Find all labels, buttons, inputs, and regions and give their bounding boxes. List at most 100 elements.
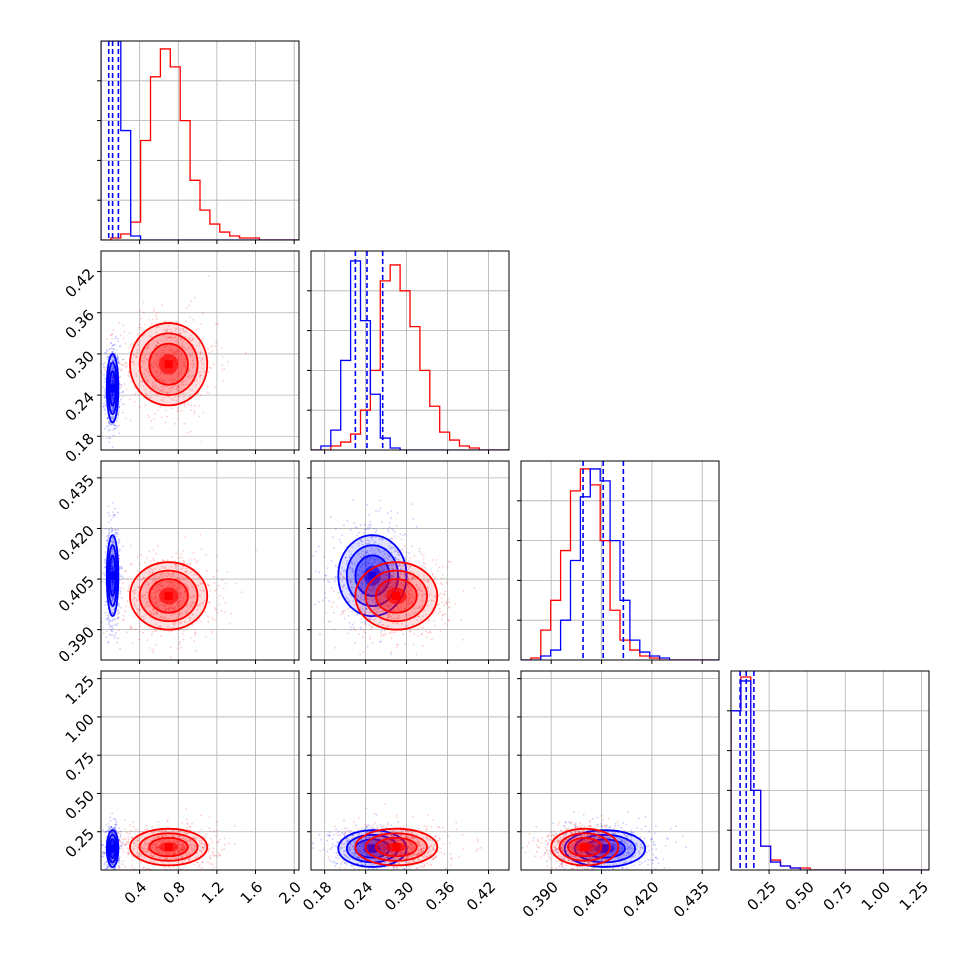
scatter-point xyxy=(111,561,114,564)
scatter-point xyxy=(118,540,121,543)
scatter-point xyxy=(433,578,436,581)
scatter-point xyxy=(171,603,174,606)
scatter-point xyxy=(120,367,123,370)
scatter-point xyxy=(201,338,203,340)
scatter-point xyxy=(155,586,158,588)
scatter-point xyxy=(425,630,428,633)
scatter-point xyxy=(154,370,157,373)
scatter-point xyxy=(437,603,440,606)
scatter-point xyxy=(164,567,167,570)
scatter-point xyxy=(183,561,185,564)
scatter-point xyxy=(156,370,159,373)
scatter-point xyxy=(160,371,163,374)
scatter-point xyxy=(207,850,210,853)
scatter-point xyxy=(159,600,162,602)
scatter-point xyxy=(120,597,123,599)
scatter-point xyxy=(194,573,197,576)
scatter-point xyxy=(377,607,380,609)
scatter-point xyxy=(356,526,358,529)
scatter-point xyxy=(154,345,157,348)
scatter-point xyxy=(399,572,402,575)
scatter-point xyxy=(154,630,157,633)
scatter-point xyxy=(216,829,219,832)
scatter-point xyxy=(152,559,155,562)
scatter-point xyxy=(140,380,142,383)
panel-frame xyxy=(310,460,510,661)
scatter-point xyxy=(182,565,185,568)
scatter-point xyxy=(412,577,414,580)
scatter-point xyxy=(131,836,134,838)
scatter-point xyxy=(363,631,366,634)
scatter-point xyxy=(113,337,116,340)
scatter-point xyxy=(108,528,111,531)
scatter-point xyxy=(376,547,379,550)
scatter-point xyxy=(396,643,399,646)
scatter-point xyxy=(119,836,122,838)
scatter-point xyxy=(110,858,113,861)
histogram-series-1 xyxy=(521,468,719,660)
scatter-point xyxy=(367,598,370,600)
scatter-point xyxy=(197,585,199,587)
panel-frame xyxy=(100,250,300,451)
scatter-point xyxy=(206,569,208,572)
scatter-point xyxy=(217,322,219,325)
scatter-point xyxy=(391,574,394,577)
scatter-point xyxy=(136,851,138,854)
scatter-point xyxy=(423,579,425,582)
scatter-point xyxy=(129,824,132,827)
scatter-point xyxy=(374,602,377,604)
scatter-point xyxy=(111,415,114,418)
scatter-point xyxy=(362,609,364,611)
scatter-point xyxy=(351,545,353,548)
scatter-point xyxy=(155,589,157,591)
scatter-point xyxy=(440,582,442,585)
scatter-point xyxy=(164,609,167,612)
scatter-point xyxy=(420,633,423,636)
scatter-point xyxy=(381,560,384,563)
scatter-point xyxy=(136,837,139,839)
scatter-point xyxy=(371,535,373,538)
scatter-point xyxy=(393,631,396,634)
scatter-point xyxy=(386,602,389,605)
scatter-point xyxy=(405,551,408,553)
scatter-point xyxy=(439,630,442,633)
scatter-point xyxy=(149,560,152,563)
scatter-point xyxy=(198,415,201,418)
scatter-point xyxy=(392,575,394,578)
scatter-point xyxy=(341,610,344,613)
scatter-point xyxy=(151,650,154,653)
scatter-point xyxy=(111,359,114,362)
scatter-point xyxy=(388,605,390,607)
scatter-point xyxy=(160,616,162,618)
scatter-point xyxy=(318,571,321,574)
scatter-point xyxy=(128,332,131,335)
scatter-point xyxy=(104,351,106,354)
scatter-point xyxy=(408,594,410,596)
scatter-point xyxy=(104,551,107,553)
scatter-point xyxy=(420,618,422,621)
scatter-point xyxy=(152,614,155,616)
scatter-point xyxy=(190,375,193,378)
scatter-point xyxy=(409,574,411,576)
scatter-point xyxy=(110,629,113,632)
scatter-point xyxy=(156,612,159,614)
scatter-point xyxy=(168,583,171,586)
scatter-point xyxy=(408,552,411,554)
scatter-point xyxy=(142,595,145,598)
scatter-point xyxy=(104,397,106,400)
scatter-point xyxy=(144,842,147,845)
scatter-point xyxy=(380,570,383,573)
scatter-point xyxy=(173,586,176,588)
scatter-point xyxy=(104,846,106,849)
scatter-point xyxy=(117,411,120,414)
scatter-point xyxy=(349,580,352,583)
scatter-point xyxy=(147,358,150,361)
scatter-point xyxy=(113,867,115,870)
scatter-point xyxy=(340,613,343,616)
scatter-point xyxy=(148,550,151,553)
scatter-point xyxy=(143,840,146,843)
scatter-point xyxy=(153,848,156,850)
scatter-point xyxy=(215,588,218,591)
scatter-point xyxy=(178,612,181,615)
scatter-point xyxy=(170,583,173,585)
